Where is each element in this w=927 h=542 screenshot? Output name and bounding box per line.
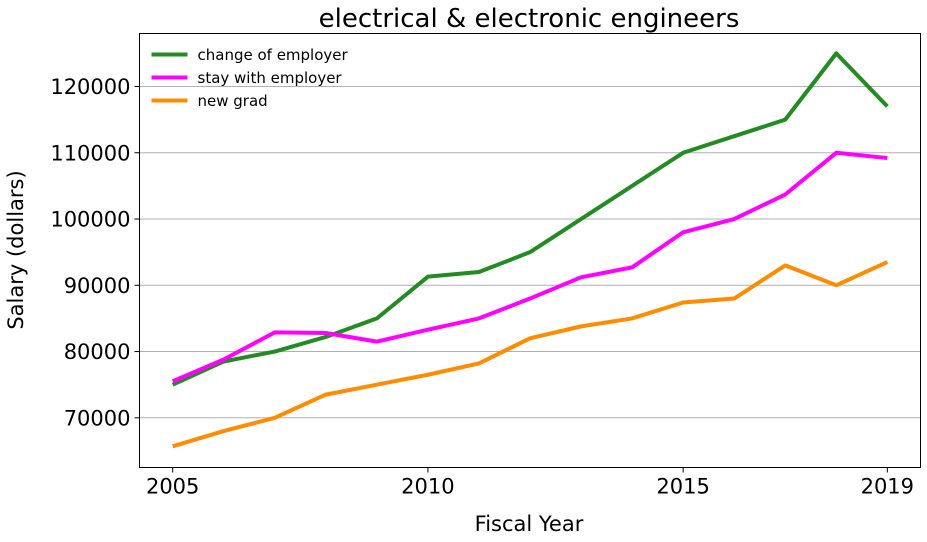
y-tick-label: 70000 [64,406,131,430]
series-line-1 [171,150,888,384]
x-axis-ticks: 2005 2010 2015 2019 [146,467,914,499]
chart-title: electrical & electronic engineers [319,4,740,34]
y-tick-label: 90000 [64,274,131,298]
x-tick-label: 2010 [401,475,454,499]
series-line-2 [172,260,889,449]
legend: change of employer stay with employer new … [151,46,349,110]
y-axis-label: Salary (dollars) [4,170,28,329]
y-tick-label: 100000 [50,208,130,232]
x-tick-label: 2005 [146,475,199,499]
y-tick-label: 120000 [50,75,130,99]
series-line-0 [171,51,889,387]
y-axis-ticks: 70000 80000 90000 100000 110000 120000 [50,75,140,430]
legend-label-0: change of employer [198,46,349,64]
legend-label-2: new grad [198,92,268,110]
legend-label-1: stay with employer [198,69,343,87]
x-tick-label: 2015 [656,475,709,499]
series-lines [171,51,889,449]
y-tick-label: 80000 [64,340,131,364]
x-tick-label: 2019 [861,475,914,499]
plot-frame [139,33,921,468]
x-axis-label: Fiscal Year [475,512,584,536]
y-tick-label: 110000 [50,141,130,165]
